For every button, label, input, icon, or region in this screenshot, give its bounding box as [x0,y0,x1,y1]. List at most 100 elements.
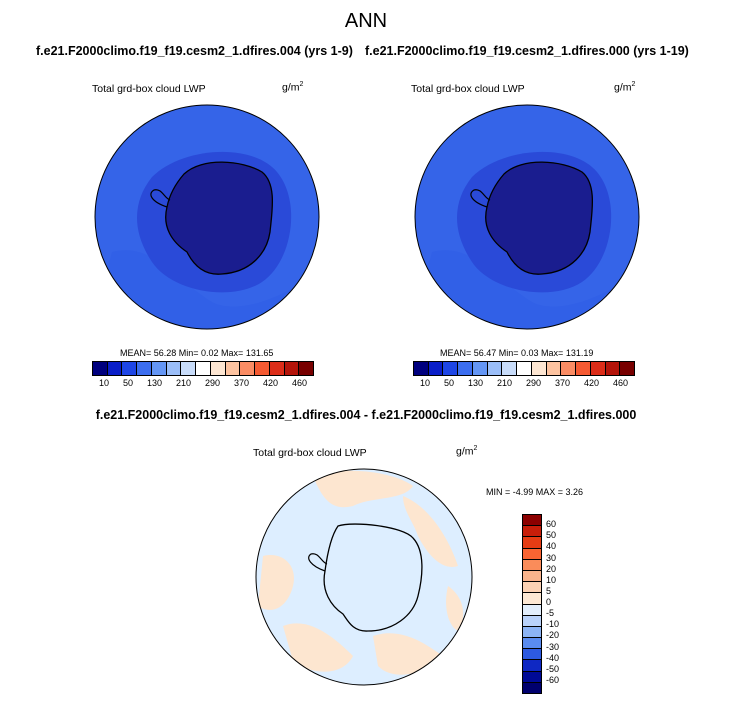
colorbar-label: 50 [546,530,557,541]
colorbar-label: 370 [554,378,570,388]
colorbar-box [523,638,541,650]
right-panel-case-title: f.e21.F2000climo.f19_f19.cesm2_1.dfires.… [365,44,689,58]
colorbar-box [428,362,444,375]
antarctica-land [165,161,274,275]
colorbar-box [458,362,473,375]
colorbar-box [269,362,285,375]
colorbar-label: 460 [291,378,307,388]
colorbar-label: 130 [467,378,483,388]
colorbar-box [523,604,541,616]
colorbar-label: 50 [122,378,133,388]
colorbar-boxes [92,361,314,376]
right-panel-units: g/m2 [614,81,636,94]
colorbar-label: 210 [496,378,512,388]
colorbar-box [472,362,488,375]
left-panel-units: g/m2 [282,81,304,94]
colorbar-box [487,362,503,375]
colorbar-label: 5 [546,585,552,596]
colorbar-label: 0 [546,597,552,607]
colorbar-box [523,526,541,538]
colorbar-box [181,362,197,375]
colorbar-box [523,615,541,627]
colorbar-label: -5 [546,608,555,619]
colorbar-label: -50 [546,663,560,674]
colorbar-box [107,362,123,375]
colorbar-label: 50 [443,378,454,388]
colorbar-box [414,362,429,375]
colorbar-label: -60 [546,674,560,685]
page-title: ANN [344,10,388,32]
colorbar-box [523,593,541,605]
colorbar-label: -40 [546,652,560,663]
colorbar-box [523,515,541,527]
diff-variable-label: Total grd-box cloud LWP [253,447,367,459]
colorbar-box [284,362,300,375]
colorbar-box [122,362,138,375]
colorbar-box [523,660,541,672]
diff-colorbar [522,514,542,694]
diff-polar-map [255,468,473,686]
left-panel-stats: MEAN= 56.28 Min= 0.02 Max= 131.65 [120,348,274,358]
colorbar-box [210,362,226,375]
colorbar-box [605,362,621,375]
colorbar-box [523,570,541,583]
right-colorbar: 10 50 130 210 290 370 420 460 [413,361,635,388]
colorbar-box [299,362,314,375]
colorbar-box [137,362,152,375]
colorbar-label: 60 [546,519,557,530]
colorbar-box [576,362,591,375]
colorbar-label: 290 [525,378,541,388]
colorbar-box [196,362,211,375]
colorbar-box [523,649,541,661]
left-colorbar: 10 50 130 210 290 370 420 460 [92,361,314,388]
diff-title: f.e21.F2000climo.f19_f19.cesm2_1.dfires.… [95,408,637,422]
colorbar-box [523,626,541,639]
colorbar-labels: 10 50 130 210 290 370 420 460 [92,378,314,388]
colorbar-box [255,362,270,375]
colorbar-label: 10 [98,378,109,388]
colorbar-labels: 10 50 130 210 290 370 420 460 [413,378,635,388]
colorbar-box [240,362,256,375]
antarctica-land [485,161,594,275]
colorbar-box [517,362,532,375]
colorbar-box [523,582,541,594]
left-panel-variable-label: Total grd-box cloud LWP [92,83,206,95]
colorbar-label: 420 [262,378,278,388]
colorbar-box [523,559,541,571]
right-polar-map [414,104,640,330]
colorbar-box [443,362,459,375]
colorbar-label: 30 [546,552,557,563]
colorbar-label: 40 [546,541,557,552]
colorbar-box [166,362,182,375]
colorbar-box [531,362,547,375]
colorbar-label: 290 [204,378,220,388]
colorbar-box [590,362,606,375]
diff-units: g/m2 [456,445,478,458]
antarctica-outline [323,523,423,632]
colorbar-box [523,671,541,683]
colorbar-box [561,362,577,375]
right-panel-stats: MEAN= 56.47 Min= 0.03 Max= 131.19 [440,348,594,358]
colorbar-box [523,537,541,549]
colorbar-label: 130 [146,378,162,388]
colorbar-label: 20 [546,563,557,574]
colorbar-box [151,362,167,375]
colorbar-box [523,682,541,693]
colorbar-box [225,362,241,375]
right-panel-variable-label: Total grd-box cloud LWP [411,83,525,95]
colorbar-label: -10 [546,619,560,630]
colorbar-box [502,362,518,375]
colorbar-label: 460 [612,378,628,388]
left-panel-case-title: f.e21.F2000climo.f19_f19.cesm2_1.dfires.… [36,44,353,58]
colorbar-label: 420 [583,378,599,388]
colorbar-label: 210 [175,378,191,388]
colorbar-box [620,362,635,375]
colorbar-boxes [413,361,635,376]
colorbar-label: 370 [233,378,249,388]
colorbar-box [93,362,108,375]
colorbar-boxes [522,514,542,694]
colorbar-label: -30 [546,641,560,652]
colorbar-label: -20 [546,630,560,641]
diff-stats: MIN = -4.99 MAX = 3.26 [486,487,584,497]
colorbar-label: 10 [546,574,557,585]
